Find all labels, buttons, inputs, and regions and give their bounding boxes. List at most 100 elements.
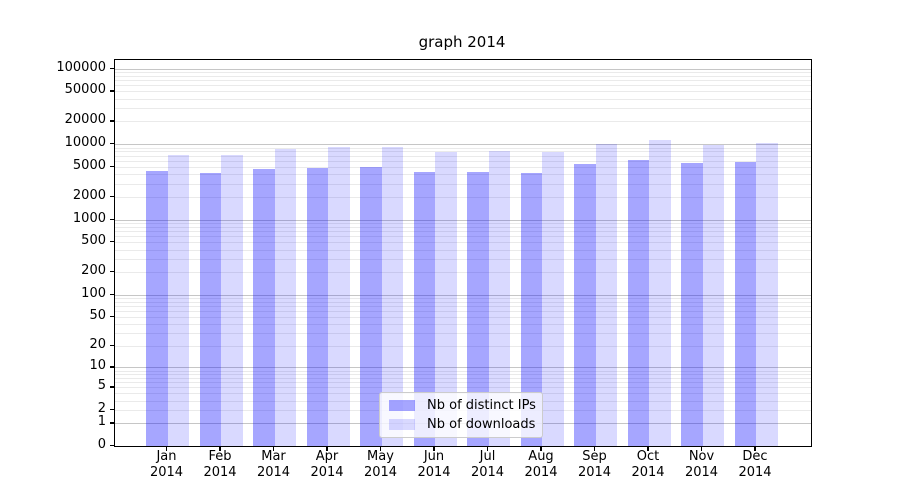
y-tick-label: 20	[89, 337, 106, 353]
gridline-minor	[115, 346, 811, 348]
x-tick	[219, 446, 221, 451]
x-tick-label-year: 2014	[310, 465, 344, 480]
gridline-major	[115, 68, 811, 70]
legend: Nb of distinct IPs Nb of downloads	[379, 392, 543, 438]
x-tick-label-year: 2014	[149, 465, 184, 480]
chart-title: graph 2014	[418, 33, 506, 51]
y-tick	[110, 366, 114, 368]
gridline-minor	[115, 306, 811, 308]
y-tick-label: 2	[97, 401, 106, 416]
y-tick	[110, 165, 114, 168]
bar-downloads-jun	[435, 151, 457, 446]
gridline-minor	[115, 272, 811, 274]
legend-label-distinct-ips: Nb of distinct IPs	[427, 398, 536, 413]
gridline-minor	[115, 387, 811, 389]
gridline-minor	[115, 317, 811, 319]
gridline-minor	[115, 236, 811, 238]
gridline-minor	[115, 75, 811, 77]
bar-distinct-ips-mar	[253, 169, 275, 446]
bar-distinct-ips-sep	[574, 163, 596, 446]
gridline-minor	[115, 166, 811, 168]
x-tick-label: Oct 2014	[621, 449, 675, 481]
y-tick	[110, 120, 114, 122]
bar-distinct-ips-may	[360, 167, 382, 446]
x-tick	[272, 446, 275, 451]
gridline-minor	[115, 108, 811, 110]
legend-swatch-distinct-ips	[389, 400, 415, 411]
gridline-major	[115, 294, 811, 296]
y-tick	[110, 386, 114, 388]
gridline-minor	[115, 72, 811, 74]
bar-distinct-ips-aug	[520, 172, 542, 446]
gridline-major	[115, 219, 811, 221]
y-tick-label: 50	[89, 308, 106, 324]
gridline-minor	[115, 311, 811, 313]
bar-downloads-apr	[328, 146, 350, 446]
gridline-major	[115, 367, 811, 369]
gridline-minor	[115, 183, 811, 185]
y-tick	[110, 422, 114, 424]
legend-item-downloads: Nb of downloads	[389, 417, 535, 432]
x-tick-label-year: 2014	[203, 465, 237, 480]
x-tick	[379, 446, 382, 451]
y-tick-label: 5	[97, 378, 106, 394]
x-tick-label: May 2014	[354, 449, 408, 481]
bar-downloads-jan	[167, 154, 189, 446]
gridline-minor	[115, 80, 811, 82]
x-tick-label: Jun 2014	[407, 449, 461, 481]
gridline-minor	[115, 242, 811, 244]
legend-swatch-downloads	[389, 419, 415, 430]
y-tick	[110, 218, 114, 220]
y-tick-label: 1000	[72, 210, 106, 226]
y-tick-label: 50000	[64, 82, 106, 98]
x-tick	[647, 446, 649, 451]
y-tick-label: 0	[97, 437, 106, 452]
x-tick-label: Dec 2014	[728, 449, 782, 481]
y-tick-label: 2000	[72, 187, 106, 203]
y-tick-label: 500	[81, 233, 106, 249]
gridline-minor	[115, 121, 811, 123]
x-tick-label-year: 2014	[363, 465, 398, 480]
x-tick-label-year: 2014	[256, 465, 291, 480]
y-tick	[110, 67, 114, 69]
gridline-minor	[115, 151, 811, 153]
gridline-minor	[115, 374, 811, 375]
bar-downloads-aug	[542, 152, 564, 446]
x-tick-label-month: Apr	[315, 449, 339, 464]
x-tick-label-month: Sep	[582, 449, 607, 464]
x-tick-label-year: 2014	[524, 465, 558, 480]
x-tick	[326, 446, 328, 451]
x-tick	[486, 446, 489, 451]
gridline-minor	[115, 226, 811, 228]
gridline-minor	[115, 85, 811, 87]
y-tick	[110, 316, 114, 318]
x-tick	[165, 446, 168, 451]
y-tick-label: 20000	[64, 112, 106, 128]
x-tick-label: Mar 2014	[247, 449, 301, 481]
bar-downloads-jul	[488, 151, 510, 446]
bar-downloads-oct	[649, 140, 671, 446]
bar-downloads-dec	[756, 143, 778, 446]
x-tick-label-year: 2014	[417, 465, 451, 480]
gridline-minor	[115, 91, 811, 93]
x-tick-label-month: Aug	[528, 449, 554, 464]
bar-distinct-ips-apr	[306, 168, 328, 446]
gridline-minor	[115, 160, 811, 162]
y-tick	[110, 271, 114, 273]
y-tick-label: 1	[97, 414, 106, 430]
y-tick-label: 100000	[56, 59, 106, 75]
y-tick-label: 100	[81, 285, 106, 301]
x-tick-label: Jul 2014	[461, 449, 515, 481]
bar-distinct-ips-nov	[681, 163, 703, 446]
x-tick-label: Feb 2014	[193, 449, 247, 481]
plot-area	[114, 59, 812, 447]
gridline-minor	[115, 196, 811, 198]
x-tick-label-month: Jan	[156, 449, 177, 464]
x-tick-label-year: 2014	[470, 465, 505, 480]
x-tick-label-year: 2014	[684, 465, 719, 480]
y-tick	[110, 195, 114, 198]
y-tick	[110, 143, 114, 145]
gridline-minor	[115, 258, 811, 260]
bar-downloads-may	[381, 147, 403, 446]
